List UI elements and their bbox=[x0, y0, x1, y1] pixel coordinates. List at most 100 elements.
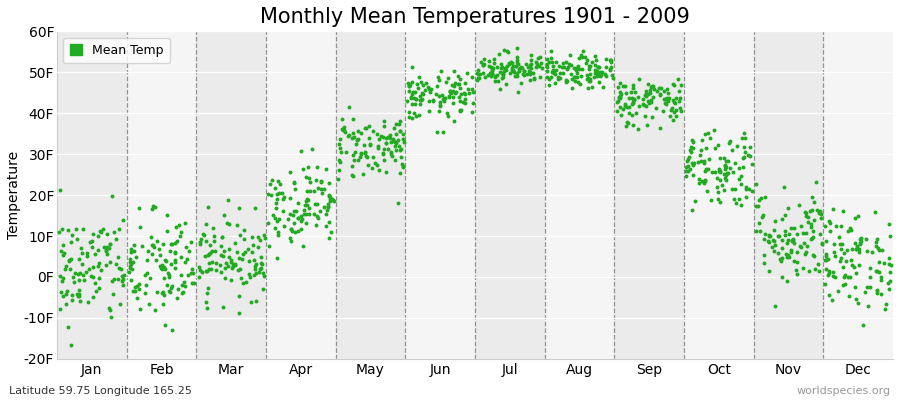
Point bbox=[574, 52, 589, 58]
Point bbox=[778, 184, 792, 190]
Point bbox=[272, 190, 286, 196]
Point bbox=[63, 342, 77, 348]
Point bbox=[583, 76, 598, 83]
Point bbox=[401, 83, 416, 89]
Point bbox=[785, 237, 799, 243]
Point bbox=[579, 60, 593, 66]
Point bbox=[287, 180, 302, 186]
Point bbox=[245, 249, 259, 255]
Point bbox=[401, 81, 416, 87]
Point bbox=[723, 165, 737, 172]
Point bbox=[529, 60, 544, 67]
Point bbox=[476, 61, 491, 68]
Point bbox=[416, 91, 430, 98]
Point bbox=[117, 272, 131, 278]
Point bbox=[297, 211, 311, 218]
Point bbox=[639, 91, 653, 98]
Point bbox=[396, 136, 410, 142]
Point bbox=[457, 91, 472, 97]
Point bbox=[823, 228, 837, 234]
Point bbox=[146, 203, 160, 209]
Point bbox=[148, 256, 163, 263]
Point bbox=[159, 282, 174, 288]
Point bbox=[88, 280, 103, 286]
Point bbox=[571, 79, 585, 86]
Point bbox=[185, 280, 200, 286]
Point bbox=[366, 154, 381, 160]
Point bbox=[109, 236, 123, 242]
Point bbox=[126, 287, 140, 294]
Point bbox=[787, 257, 801, 264]
Point bbox=[419, 79, 434, 86]
Point bbox=[660, 86, 674, 92]
Point bbox=[626, 97, 641, 103]
Point bbox=[86, 238, 100, 244]
Point bbox=[217, 248, 231, 254]
Point bbox=[80, 250, 94, 256]
Point bbox=[396, 163, 410, 170]
Point bbox=[482, 58, 496, 64]
Point bbox=[418, 87, 432, 93]
Point bbox=[686, 139, 700, 146]
Point bbox=[540, 64, 554, 70]
Point bbox=[377, 156, 392, 163]
Point bbox=[767, 227, 781, 234]
Point bbox=[765, 244, 779, 251]
Point bbox=[784, 246, 798, 253]
Point bbox=[351, 156, 365, 163]
Point bbox=[233, 274, 248, 281]
Point bbox=[639, 103, 653, 109]
Point bbox=[393, 154, 408, 161]
Point bbox=[869, 239, 884, 246]
Point bbox=[57, 250, 71, 257]
Point bbox=[409, 96, 423, 102]
Point bbox=[883, 268, 897, 275]
Point bbox=[573, 81, 588, 87]
Point bbox=[128, 284, 142, 290]
Point bbox=[482, 69, 497, 76]
Point bbox=[767, 248, 781, 255]
Point bbox=[665, 116, 680, 123]
Point bbox=[61, 258, 76, 265]
Point bbox=[652, 92, 667, 98]
Point bbox=[701, 156, 716, 162]
Point bbox=[713, 168, 727, 175]
Point bbox=[819, 253, 833, 259]
Point bbox=[322, 192, 337, 198]
Point bbox=[222, 254, 237, 261]
Point bbox=[68, 225, 83, 232]
Point bbox=[742, 153, 757, 159]
Point bbox=[852, 249, 867, 255]
Point bbox=[140, 256, 155, 263]
Point bbox=[486, 55, 500, 62]
Point bbox=[756, 212, 770, 218]
Point bbox=[826, 269, 841, 275]
Point bbox=[77, 277, 92, 283]
Point bbox=[270, 218, 284, 224]
Point bbox=[112, 226, 126, 232]
Point bbox=[796, 230, 811, 236]
Point bbox=[446, 83, 461, 90]
Point bbox=[508, 63, 523, 69]
Point bbox=[281, 216, 295, 222]
Point bbox=[433, 103, 447, 109]
Point bbox=[835, 241, 850, 247]
Point bbox=[512, 66, 526, 72]
Point bbox=[415, 90, 429, 96]
Point bbox=[801, 219, 815, 226]
Point bbox=[80, 253, 94, 259]
Point bbox=[132, 224, 147, 230]
Bar bbox=[196, 31, 266, 359]
Point bbox=[620, 104, 634, 110]
Point bbox=[587, 74, 601, 80]
Point bbox=[354, 149, 368, 156]
Point bbox=[342, 104, 356, 110]
Point bbox=[490, 64, 504, 71]
Point bbox=[58, 266, 72, 272]
Point bbox=[156, 241, 170, 248]
Point bbox=[148, 307, 163, 314]
Point bbox=[673, 94, 688, 101]
Point bbox=[580, 76, 594, 82]
Point bbox=[64, 292, 78, 298]
Point bbox=[232, 255, 247, 262]
